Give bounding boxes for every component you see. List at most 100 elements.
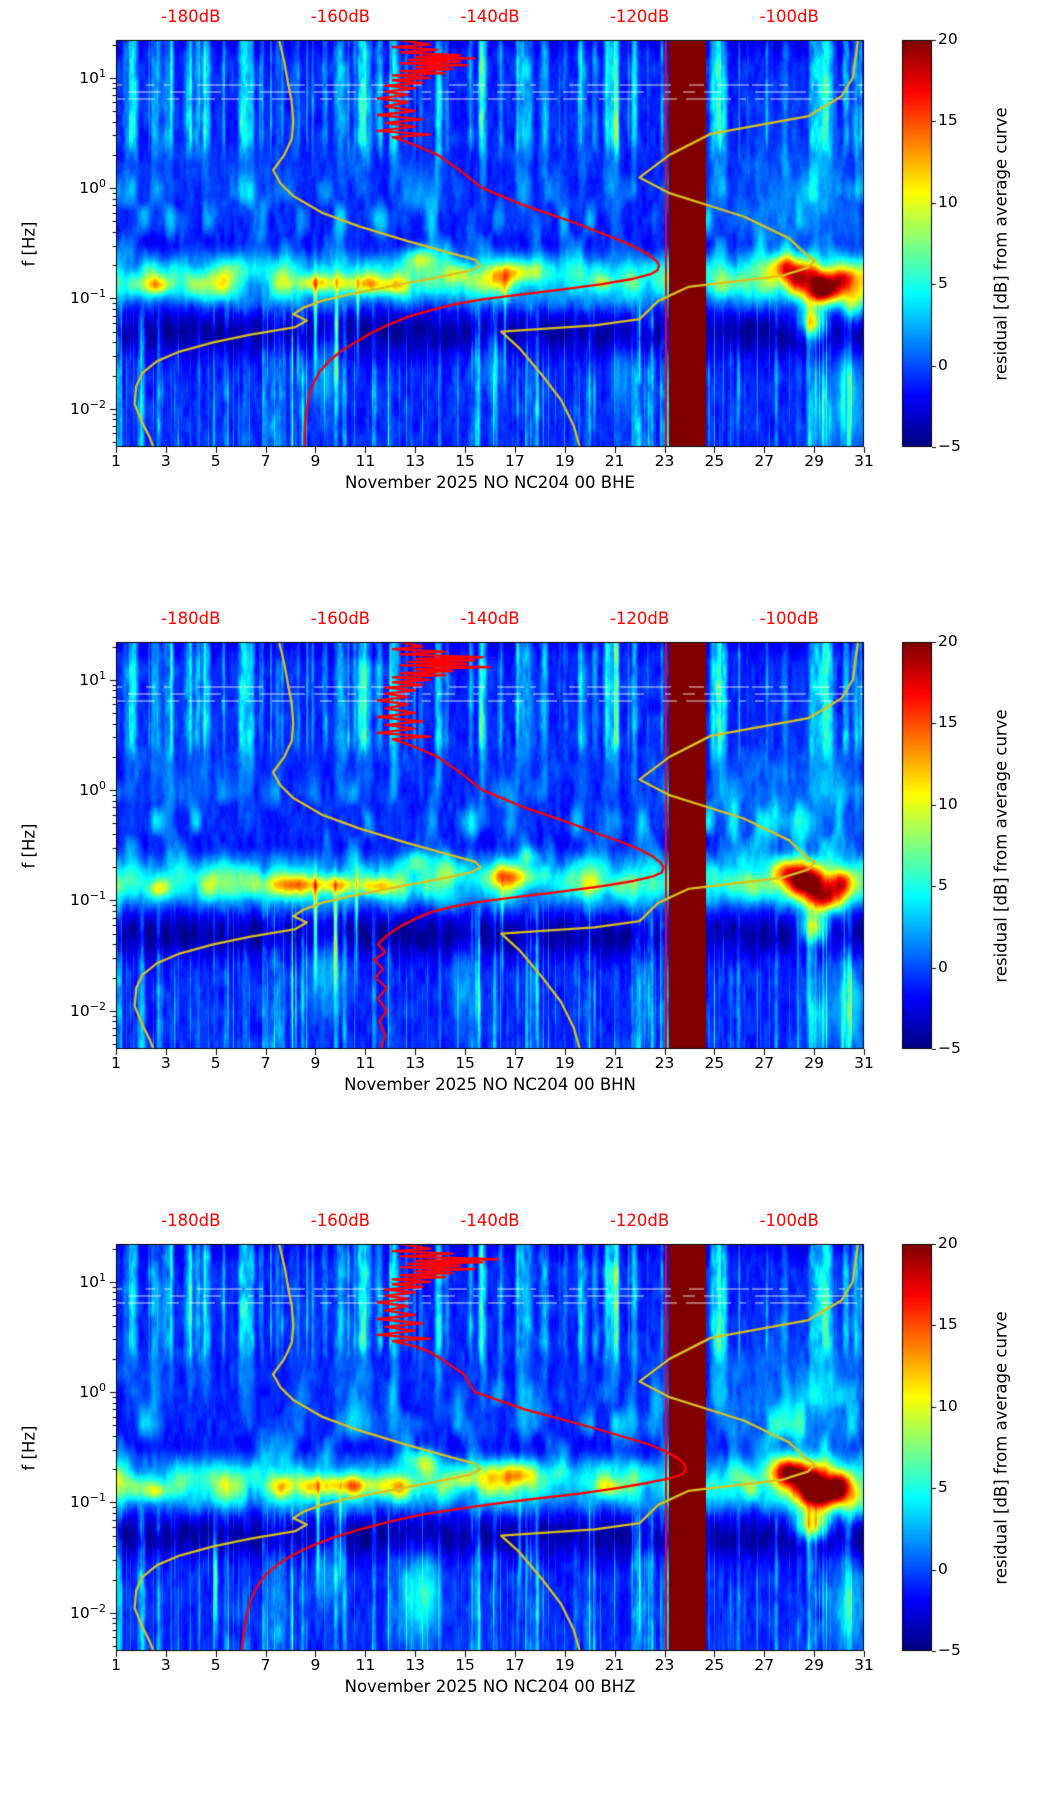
colorbar-axis-label: residual [dB] from average curve (991, 1310, 1011, 1585)
y-tick-exponent: 1 (99, 1270, 106, 1284)
colorbar-tick-label: 5 (938, 876, 948, 895)
y-tick-base: 10 (70, 289, 90, 308)
y-tick-label: 101 (56, 66, 106, 88)
spectrogram-canvas-bhz (0, 1204, 1052, 1806)
y-tick-label: 10−2 (56, 1601, 106, 1623)
top-db-axis-label: -120dB (609, 7, 670, 26)
y-tick-base: 10 (79, 68, 99, 87)
top-db-axis-label: -100dB (759, 609, 819, 628)
x-tick-label: 29 (804, 1656, 824, 1674)
y-tick-exponent: −1 (89, 287, 106, 301)
x-tick-label: 3 (160, 1054, 171, 1072)
x-tick-label: 23 (654, 452, 675, 470)
x-tick-label: 7 (260, 1656, 271, 1674)
y-tick-exponent: −1 (89, 1491, 106, 1505)
colorbar-tick-label: 10 (938, 1396, 958, 1415)
top-db-axis-label: -140dB (460, 609, 520, 628)
y-tick-base: 10 (79, 670, 99, 689)
spectrogram-panel-bhz: -180dB -160dB -140dB -120dB -100dB 101 100 10−1… (0, 1204, 1052, 1806)
top-db-axis-label: -160dB (310, 609, 371, 628)
spectrogram-panel-bhn: -180dB -160dB -140dB -120dB -100dB 101 100 10−1… (0, 602, 1052, 1204)
x-tick-label: 5 (210, 1054, 221, 1072)
y-tick-exponent: −2 (89, 999, 106, 1013)
colorbar-tick-label: 15 (938, 713, 958, 732)
y-tick-exponent: 0 (99, 177, 106, 191)
panel-title-bhe: November 2025 NO NC204 00 BHE (345, 473, 635, 492)
colorbar-tick-label: 0 (938, 957, 948, 976)
x-tick-label: 31 (854, 1054, 874, 1072)
y-tick-label: 101 (56, 1270, 106, 1292)
colorbar-tick-label: 0 (938, 355, 948, 374)
x-tick-label: 25 (704, 1656, 725, 1674)
y-tick-label: 100 (56, 177, 106, 198)
x-tick-label: 19 (554, 452, 575, 470)
colorbar-tick-label: −5 (938, 1641, 961, 1659)
y-tick-label: 101 (56, 669, 106, 690)
x-tick-label: 9 (310, 1656, 321, 1674)
x-tick-label: 21 (604, 452, 625, 470)
colorbar-tick-label: 5 (938, 274, 948, 293)
x-tick-label: 11 (355, 452, 376, 470)
y-tick-base: 10 (70, 1001, 90, 1020)
x-tick-label: 1 (111, 452, 121, 470)
y-tick-label: 100 (56, 779, 106, 800)
x-tick-label: 17 (505, 452, 525, 470)
x-tick-label: 25 (704, 1054, 725, 1072)
y-tick-label: 10−2 (56, 397, 106, 419)
y-tick-base: 10 (79, 781, 99, 800)
top-db-axis-label: -100dB (759, 7, 819, 26)
x-tick-label: 1 (111, 1656, 121, 1674)
x-tick-label: 27 (754, 452, 775, 470)
y-axis-label: f [Hz] (19, 221, 39, 266)
y-tick-base: 10 (70, 1603, 90, 1622)
panel-title-bhz: November 2025 NO NC204 00 BHZ (344, 1677, 636, 1696)
x-tick-label: 23 (654, 1656, 675, 1674)
top-db-axis-label: -160dB (310, 1211, 371, 1230)
y-tick-exponent: −2 (89, 397, 106, 411)
spectrogram-canvas-bhn (0, 602, 1052, 1204)
colorbar-tick-label: 20 (938, 632, 958, 650)
y-axis-label: f [Hz] (19, 823, 39, 868)
top-db-axis-label: -160dB (310, 7, 371, 26)
y-tick-base: 10 (70, 399, 90, 418)
x-tick-label: 29 (804, 452, 824, 470)
colorbar-tick-label: 10 (938, 192, 958, 211)
x-tick-label: 1 (111, 1054, 121, 1072)
x-tick-label: 29 (804, 1054, 824, 1072)
top-db-axis-label: -180dB (161, 1211, 221, 1230)
y-tick-exponent: −2 (89, 1601, 106, 1615)
top-db-axis-label: -100dB (759, 1211, 819, 1230)
x-tick-label: 15 (455, 1054, 475, 1072)
y-tick-exponent: 1 (99, 66, 106, 80)
x-tick-label: 5 (210, 1656, 221, 1674)
colorbar-tick-label: −5 (938, 437, 961, 455)
y-tick-base: 10 (79, 1272, 99, 1291)
y-tick-label: 10−1 (56, 288, 106, 308)
top-db-axis-label: -120dB (609, 609, 670, 628)
top-db-axis-label: -180dB (161, 7, 221, 26)
x-tick-label: 5 (210, 452, 221, 470)
x-tick-label: 21 (604, 1656, 625, 1674)
x-tick-label: 7 (260, 452, 271, 470)
y-tick-label: 10−1 (56, 890, 106, 910)
top-db-axis-label: -140dB (460, 7, 520, 26)
colorbar-tick-label: 0 (938, 1559, 948, 1578)
y-tick-exponent: 0 (99, 779, 106, 793)
colorbar-tick-label: 20 (938, 1234, 958, 1252)
colorbar-tick-label: 10 (938, 794, 958, 813)
y-tick-base: 10 (70, 891, 90, 910)
panel-title-bhn: November 2025 NO NC204 00 BHN (344, 1075, 636, 1094)
top-db-axis-label: -140dB (460, 1211, 520, 1230)
colorbar-tick-label: 20 (938, 30, 958, 48)
colorbar-tick-label: 5 (938, 1478, 948, 1497)
x-tick-label: 21 (604, 1054, 625, 1072)
y-tick-exponent: −1 (89, 889, 106, 903)
y-tick-label: 10−1 (56, 1492, 106, 1512)
x-tick-label: 19 (554, 1656, 575, 1674)
y-tick-exponent: 0 (99, 1381, 106, 1395)
x-tick-label: 31 (854, 1656, 874, 1674)
y-tick-base: 10 (79, 1383, 99, 1402)
x-tick-label: 25 (704, 452, 725, 470)
x-tick-label: 19 (554, 1054, 575, 1072)
